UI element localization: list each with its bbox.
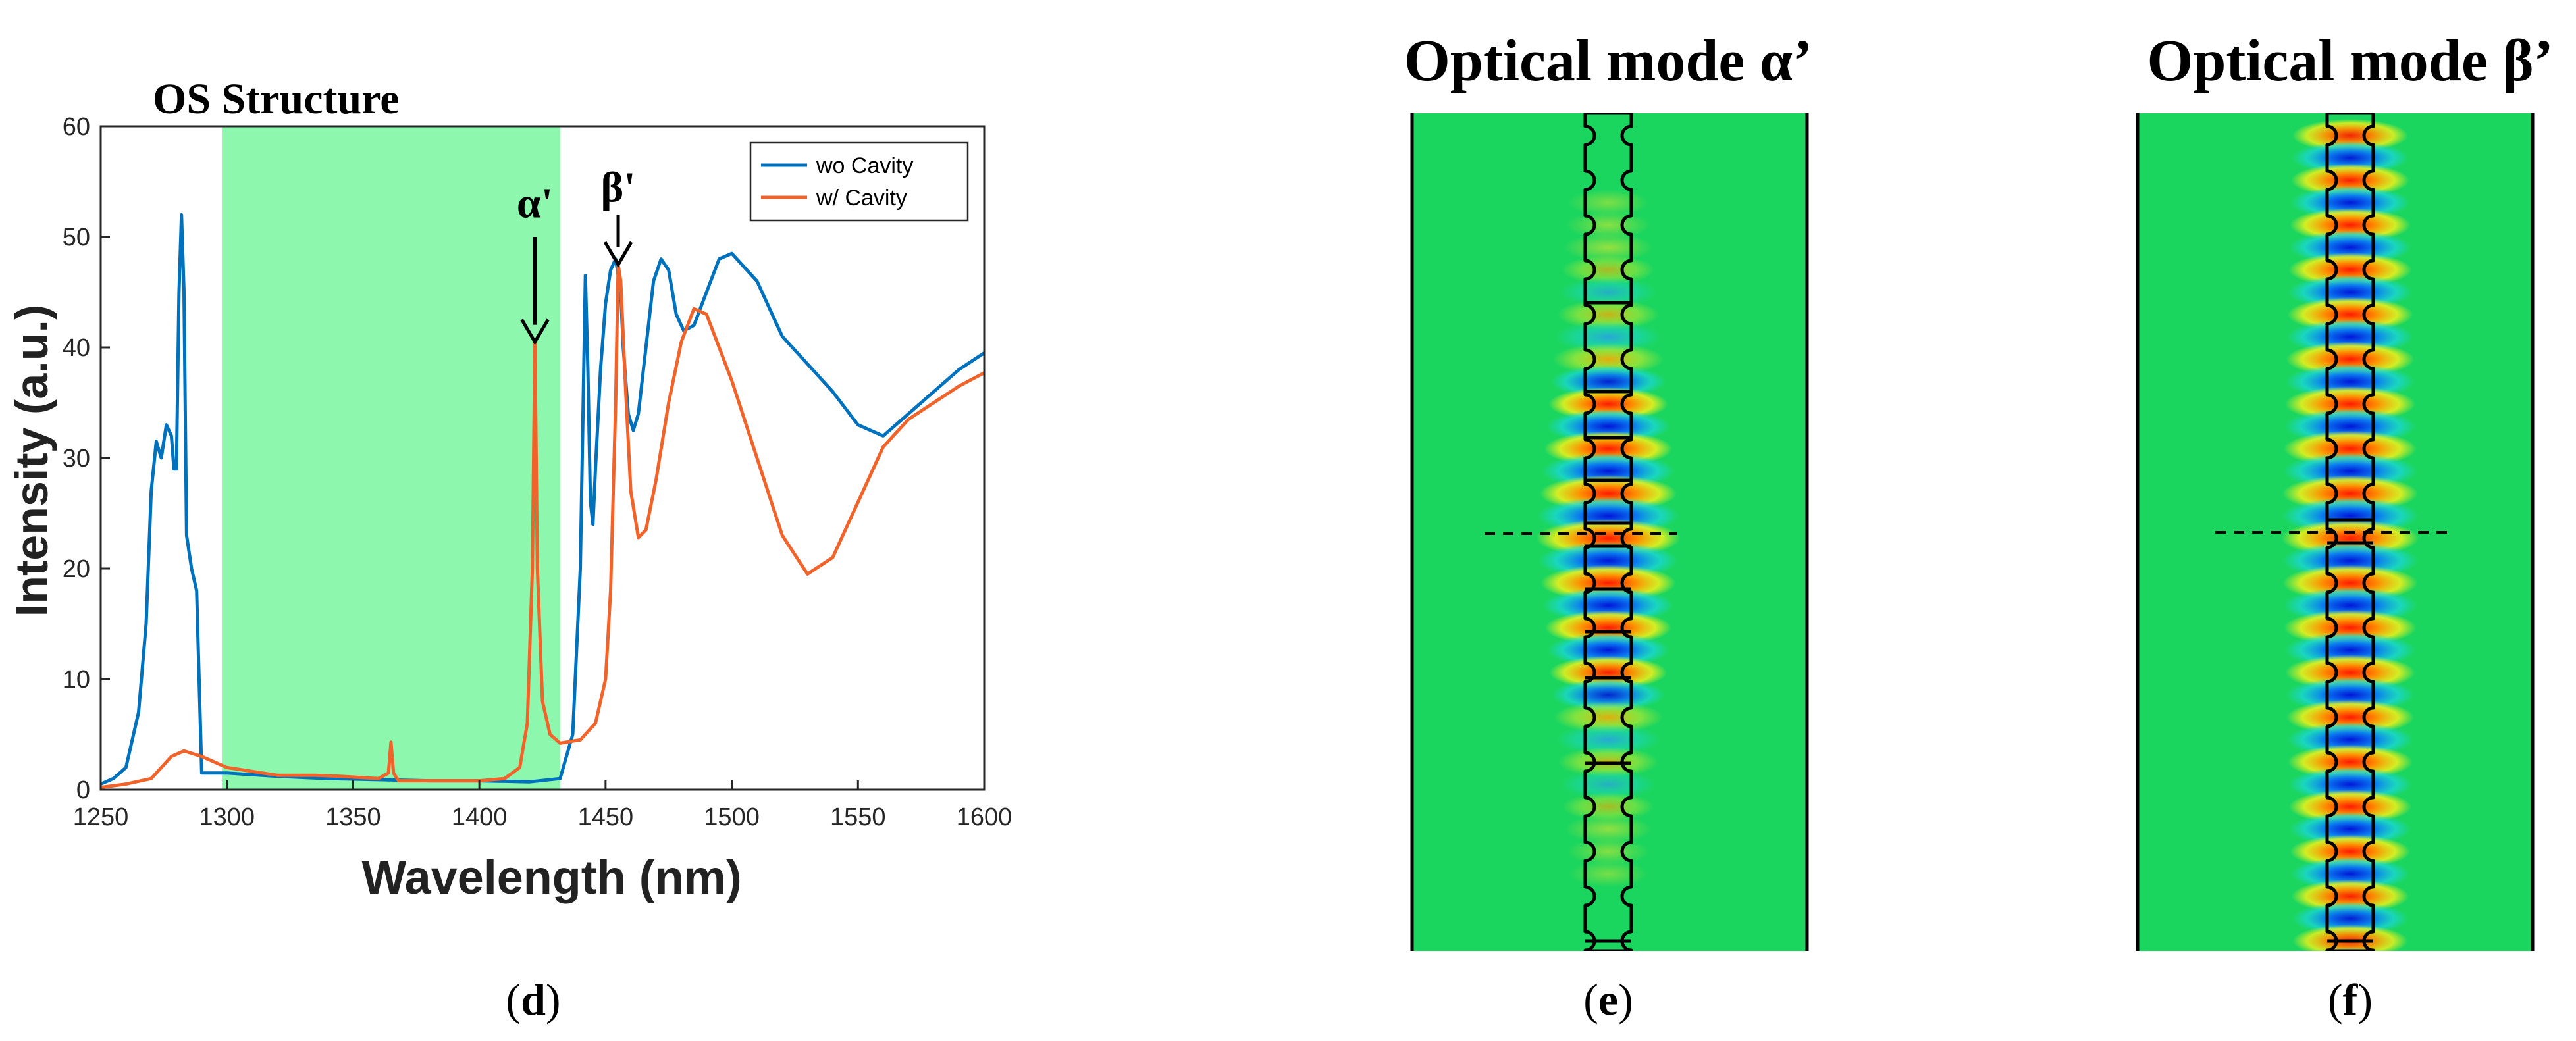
- field-lobe: [1569, 861, 1648, 887]
- field-lobe: [1566, 211, 1650, 239]
- mode-map-beta: Optical mode β’ (f): [2136, 28, 2554, 1025]
- legend-label-wo-cavity: wo Cavity: [816, 153, 913, 178]
- legend-box: [749, 141, 969, 222]
- highlight-band: [222, 126, 560, 790]
- annotation-arrow-head: [520, 318, 550, 345]
- y-tick-label: 20: [63, 555, 90, 583]
- chart-title: OS Structure: [153, 75, 400, 123]
- y-tick-label: 30: [63, 445, 90, 472]
- waveguide-outline: [1583, 113, 1633, 951]
- field-lobe: [1556, 724, 1661, 755]
- x-tick-label: 1500: [704, 803, 760, 831]
- x-tick-label: 1550: [830, 803, 886, 831]
- x-axis-label: Wavelength (nm): [361, 851, 741, 904]
- waveguide-outline: [2325, 113, 2375, 951]
- y-tick-label: 10: [63, 666, 90, 694]
- panel-label-f: (f): [2328, 975, 2373, 1025]
- x-tick-label: 1400: [452, 803, 508, 831]
- field-lobe: [1567, 838, 1650, 865]
- x-tick-label: 1250: [73, 803, 129, 831]
- y-axis-label: Intensity (a.u.): [6, 305, 57, 617]
- y-tick-label: 50: [63, 224, 90, 251]
- annotation-label: α': [517, 179, 553, 227]
- series-line-wo-cavity: [99, 213, 986, 786]
- panel-e-title: Optical mode α’: [1404, 28, 1812, 93]
- field-lobe: [1562, 255, 1655, 284]
- field-lobe: [1549, 655, 1668, 690]
- panel-label-d: (d): [506, 975, 560, 1025]
- legend-label-w-cavity: w/ Cavity: [816, 186, 907, 211]
- panel-label-e: (e): [1583, 975, 1633, 1025]
- series-line-w-cavity: [100, 263, 986, 790]
- chart-legend: wo Cavity w/ Cavity: [749, 141, 969, 222]
- annotation-arrow-head: [603, 241, 633, 268]
- panel-f-title: Optical mode β’: [2147, 28, 2553, 93]
- y-tick-label: 0: [76, 776, 90, 804]
- field-lobe: [1568, 189, 1648, 216]
- x-tick-label: 1600: [957, 803, 1012, 831]
- field-lobe: [1557, 299, 1660, 330]
- spectrum-chart: 1250 1300 1350 1400 1450 1500 1550 1600 0 10 20 30…: [6, 75, 1012, 1025]
- field-lobe: [1554, 701, 1663, 734]
- x-tick-label: 1450: [578, 803, 634, 831]
- x-tick-label: 1350: [325, 803, 381, 831]
- annotation-label: β': [600, 163, 635, 211]
- y-tick-label: 40: [63, 334, 90, 362]
- field-lobe: [1552, 678, 1665, 711]
- field-lobe: [1555, 321, 1662, 353]
- y-tick-label: 60: [63, 113, 90, 141]
- mode-map-alpha: Optical mode α’ (e): [1404, 28, 1812, 1025]
- x-tick-label: 1300: [199, 803, 255, 831]
- field-lobe: [2292, 925, 2408, 951]
- field-lobe: [1562, 792, 1654, 821]
- field-lobe: [1553, 343, 1664, 376]
